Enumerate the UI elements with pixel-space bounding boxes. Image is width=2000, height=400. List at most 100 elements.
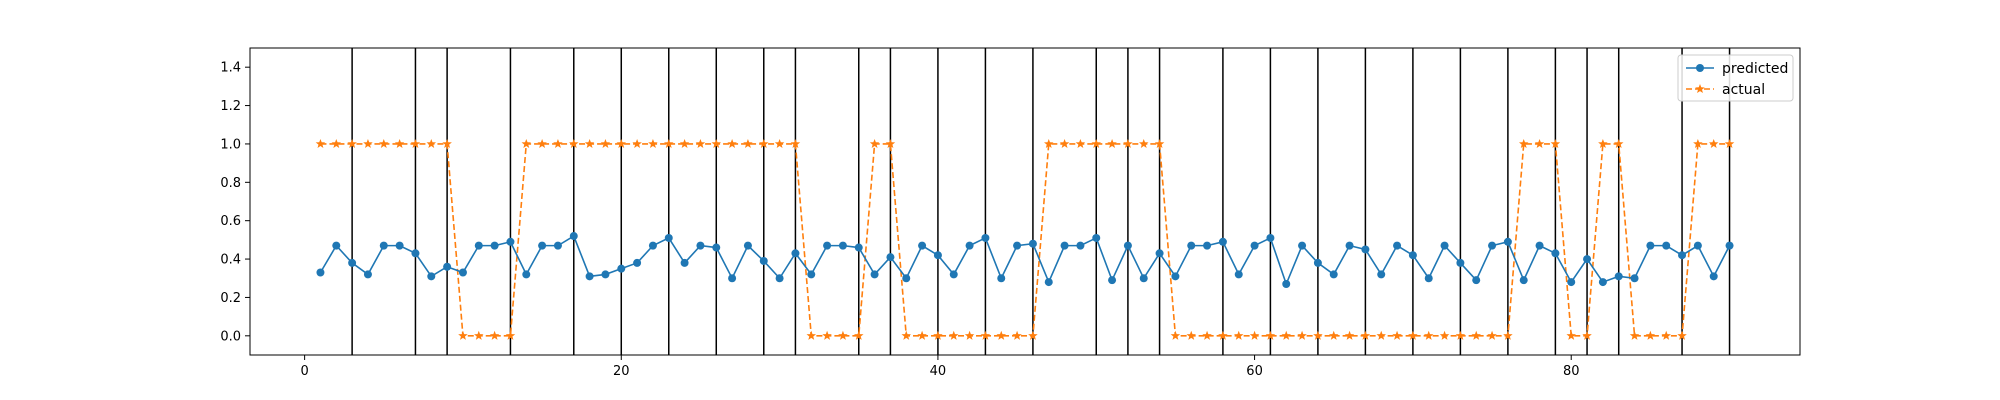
data-point-actual <box>1582 330 1592 340</box>
data-point-actual <box>537 138 547 148</box>
data-point-actual <box>1518 138 1529 148</box>
legend-label: actual <box>1722 82 1765 98</box>
x-tick-label: 20 <box>613 364 630 379</box>
data-point-actual <box>790 138 801 148</box>
data-point-predicted <box>1472 276 1481 285</box>
data-point-actual <box>632 138 642 148</box>
data-point-actual <box>600 138 611 148</box>
data-point-actual <box>727 138 737 148</box>
data-point-predicted <box>1298 241 1307 250</box>
data-point-actual <box>1629 330 1640 340</box>
data-point-actual <box>410 138 421 148</box>
data-point-actual <box>1328 330 1339 340</box>
data-point-predicted <box>1662 241 1671 250</box>
data-point-predicted <box>1583 255 1592 264</box>
data-point-predicted <box>997 274 1006 283</box>
data-point-actual <box>505 330 516 340</box>
series-line-predicted <box>319 234 1731 287</box>
data-point-predicted <box>1250 241 1259 250</box>
data-point-actual <box>1186 330 1196 340</box>
data-point-predicted <box>569 232 578 241</box>
data-point-predicted <box>506 237 515 246</box>
data-point-actual <box>901 330 912 340</box>
data-point-predicted <box>949 270 958 279</box>
data-point-actual <box>980 330 991 340</box>
series-line-actual <box>320 143 1730 337</box>
data-point-actual <box>1724 138 1735 148</box>
data-point-predicted <box>443 262 452 271</box>
data-point-actual <box>1534 138 1545 148</box>
data-point-predicted <box>538 241 547 250</box>
data-point-actual <box>996 330 1007 340</box>
data-point-predicted <box>743 241 752 250</box>
data-point-actual <box>379 138 389 148</box>
x-tick-label: 80 <box>1563 364 1580 379</box>
y-tick-label: 0.8 <box>220 176 241 191</box>
data-point-predicted <box>1203 241 1212 250</box>
data-point-actual <box>474 330 484 340</box>
data-point-predicted <box>1282 280 1291 289</box>
data-point-actual <box>315 138 326 148</box>
data-point-actual <box>1344 330 1355 340</box>
data-point-actual <box>616 138 627 148</box>
data-point-actual <box>426 138 437 148</box>
data-point-predicted <box>1393 241 1402 250</box>
vertical-line-group <box>351 48 1731 355</box>
data-point-predicted <box>775 274 784 283</box>
data-point-predicted <box>1646 241 1655 250</box>
data-point-actual <box>1012 330 1022 340</box>
y-tick-label: 1.0 <box>220 137 241 152</box>
data-point-actual <box>1170 330 1181 340</box>
data-point-predicted <box>807 270 816 279</box>
data-point-actual <box>822 330 832 340</box>
data-point-actual <box>1613 138 1624 148</box>
data-point-predicted <box>680 258 689 267</box>
data-point-predicted <box>1551 249 1560 258</box>
data-point-actual <box>648 138 658 148</box>
y-tick-label: 1.4 <box>220 61 241 76</box>
data-point-predicted <box>648 241 657 250</box>
data-point-predicted <box>696 241 705 250</box>
data-point-predicted <box>1218 237 1227 246</box>
data-point-actual <box>838 330 848 340</box>
data-point-predicted <box>1044 278 1053 287</box>
data-point-predicted <box>490 241 499 250</box>
data-point-actual <box>458 330 468 340</box>
data-point-predicted <box>1092 233 1101 242</box>
data-point-actual <box>1408 330 1418 340</box>
y-tick-label: 0.0 <box>220 329 241 344</box>
data-point-predicted <box>1329 270 1338 279</box>
data-point-predicted <box>791 249 800 258</box>
data-point-predicted <box>1313 258 1322 267</box>
legend: predicted actual <box>1677 54 1794 102</box>
data-point-actual <box>1265 330 1276 340</box>
data-point-predicted <box>981 233 990 242</box>
data-point-predicted <box>664 233 673 242</box>
data-point-predicted <box>1725 241 1734 250</box>
data-point-predicted <box>332 241 341 250</box>
data-point-predicted <box>870 270 879 279</box>
data-point-actual <box>1154 138 1165 148</box>
legend-label: predicted <box>1722 61 1788 77</box>
legend-item-actual: actual <box>1686 82 1765 98</box>
data-point-actual <box>679 138 690 148</box>
data-point-predicted <box>1408 251 1417 260</box>
data-point-actual <box>695 138 706 148</box>
data-point-actual <box>1202 330 1212 340</box>
data-point-actual <box>774 138 785 148</box>
data-point-actual <box>489 330 500 340</box>
data-point-actual <box>569 138 579 148</box>
data-point-predicted <box>411 249 420 258</box>
data-point-predicted <box>379 241 388 250</box>
plot-frame <box>249 47 1801 356</box>
series-actual <box>315 138 1735 340</box>
data-point-predicted <box>1013 241 1022 250</box>
data-point-actual <box>933 330 943 340</box>
data-point-actual <box>1439 330 1450 340</box>
x-tick-label: 60 <box>1246 364 1263 379</box>
data-point-predicted <box>1028 239 1037 248</box>
data-point-predicted <box>712 243 721 252</box>
data-point-predicted <box>1598 278 1607 287</box>
data-point-predicted <box>427 272 436 281</box>
data-point-actual <box>1455 330 1466 340</box>
